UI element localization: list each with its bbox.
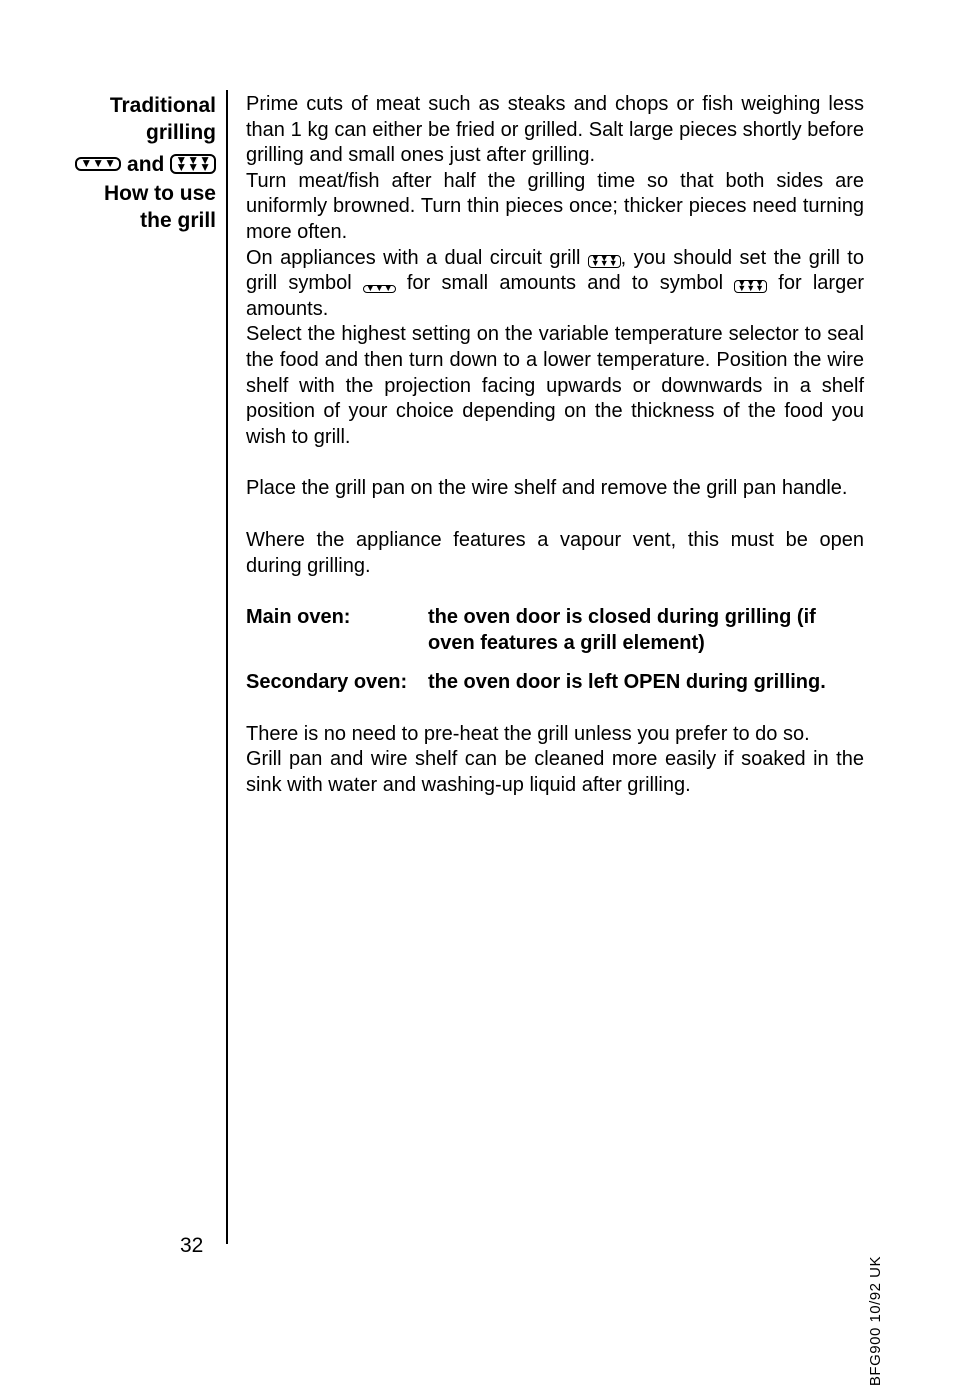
grill-dual-icon: ▼▼▼▼▼▼ bbox=[734, 280, 767, 293]
column-separator bbox=[226, 90, 228, 1244]
grill-single-icon: ▼▼▼ bbox=[75, 157, 121, 171]
paragraph: Turn meat/fish after half the grilling t… bbox=[246, 169, 864, 246]
text-fragment: On appliances with a dual circuit grill bbox=[246, 247, 588, 269]
paragraph-with-icons: On appliances with a dual circuit grill … bbox=[246, 246, 864, 323]
paragraph: There is no need to pre-heat the grill u… bbox=[246, 722, 864, 748]
text-fragment: for small amounts and to symbol bbox=[396, 272, 735, 294]
paragraph: Select the highest setting on the variab… bbox=[246, 322, 864, 450]
heading-line: the grill bbox=[48, 207, 216, 234]
grill-icon-row: ▼▼▼ and ▼▼▼▼▼▼ bbox=[48, 151, 216, 178]
main-oven-text: the oven door is closed during grilling … bbox=[428, 605, 864, 656]
paragraph: Where the appliance features a vapour ve… bbox=[246, 528, 864, 579]
secondary-oven-note: Secondary oven: the oven door is left OP… bbox=[246, 670, 864, 696]
grill-dual-icon: ▼▼▼▼▼▼ bbox=[588, 255, 621, 268]
page: Traditional grilling ▼▼▼ and ▼▼▼▼▼▼ How … bbox=[0, 0, 954, 1352]
body-text: Prime cuts of meat such as steaks and ch… bbox=[246, 92, 864, 799]
page-number: 32 bbox=[180, 1234, 203, 1258]
heading-line: grilling bbox=[48, 119, 216, 146]
heading-line: Traditional bbox=[48, 92, 216, 119]
heading-line: How to use bbox=[48, 180, 216, 207]
section-heading: Traditional grilling ▼▼▼ and ▼▼▼▼▼▼ How … bbox=[48, 92, 216, 234]
secondary-oven-text: the oven door is left OPEN during grilli… bbox=[428, 670, 864, 696]
document-code: BFG900 10/92 UK bbox=[867, 1256, 884, 1386]
main-oven-label: Main oven: bbox=[246, 605, 414, 656]
paragraph: Place the grill pan on the wire shelf an… bbox=[246, 476, 864, 502]
secondary-oven-label: Secondary oven: bbox=[246, 670, 414, 696]
and-label: and bbox=[127, 151, 164, 178]
paragraph: Prime cuts of meat such as steaks and ch… bbox=[246, 92, 864, 169]
grill-dual-icon: ▼▼▼▼▼▼ bbox=[170, 154, 216, 174]
main-oven-note: Main oven: the oven door is closed durin… bbox=[246, 605, 864, 656]
paragraph: Grill pan and wire shelf can be cleaned … bbox=[246, 747, 864, 798]
grill-single-icon: ▼▼▼ bbox=[363, 285, 396, 293]
